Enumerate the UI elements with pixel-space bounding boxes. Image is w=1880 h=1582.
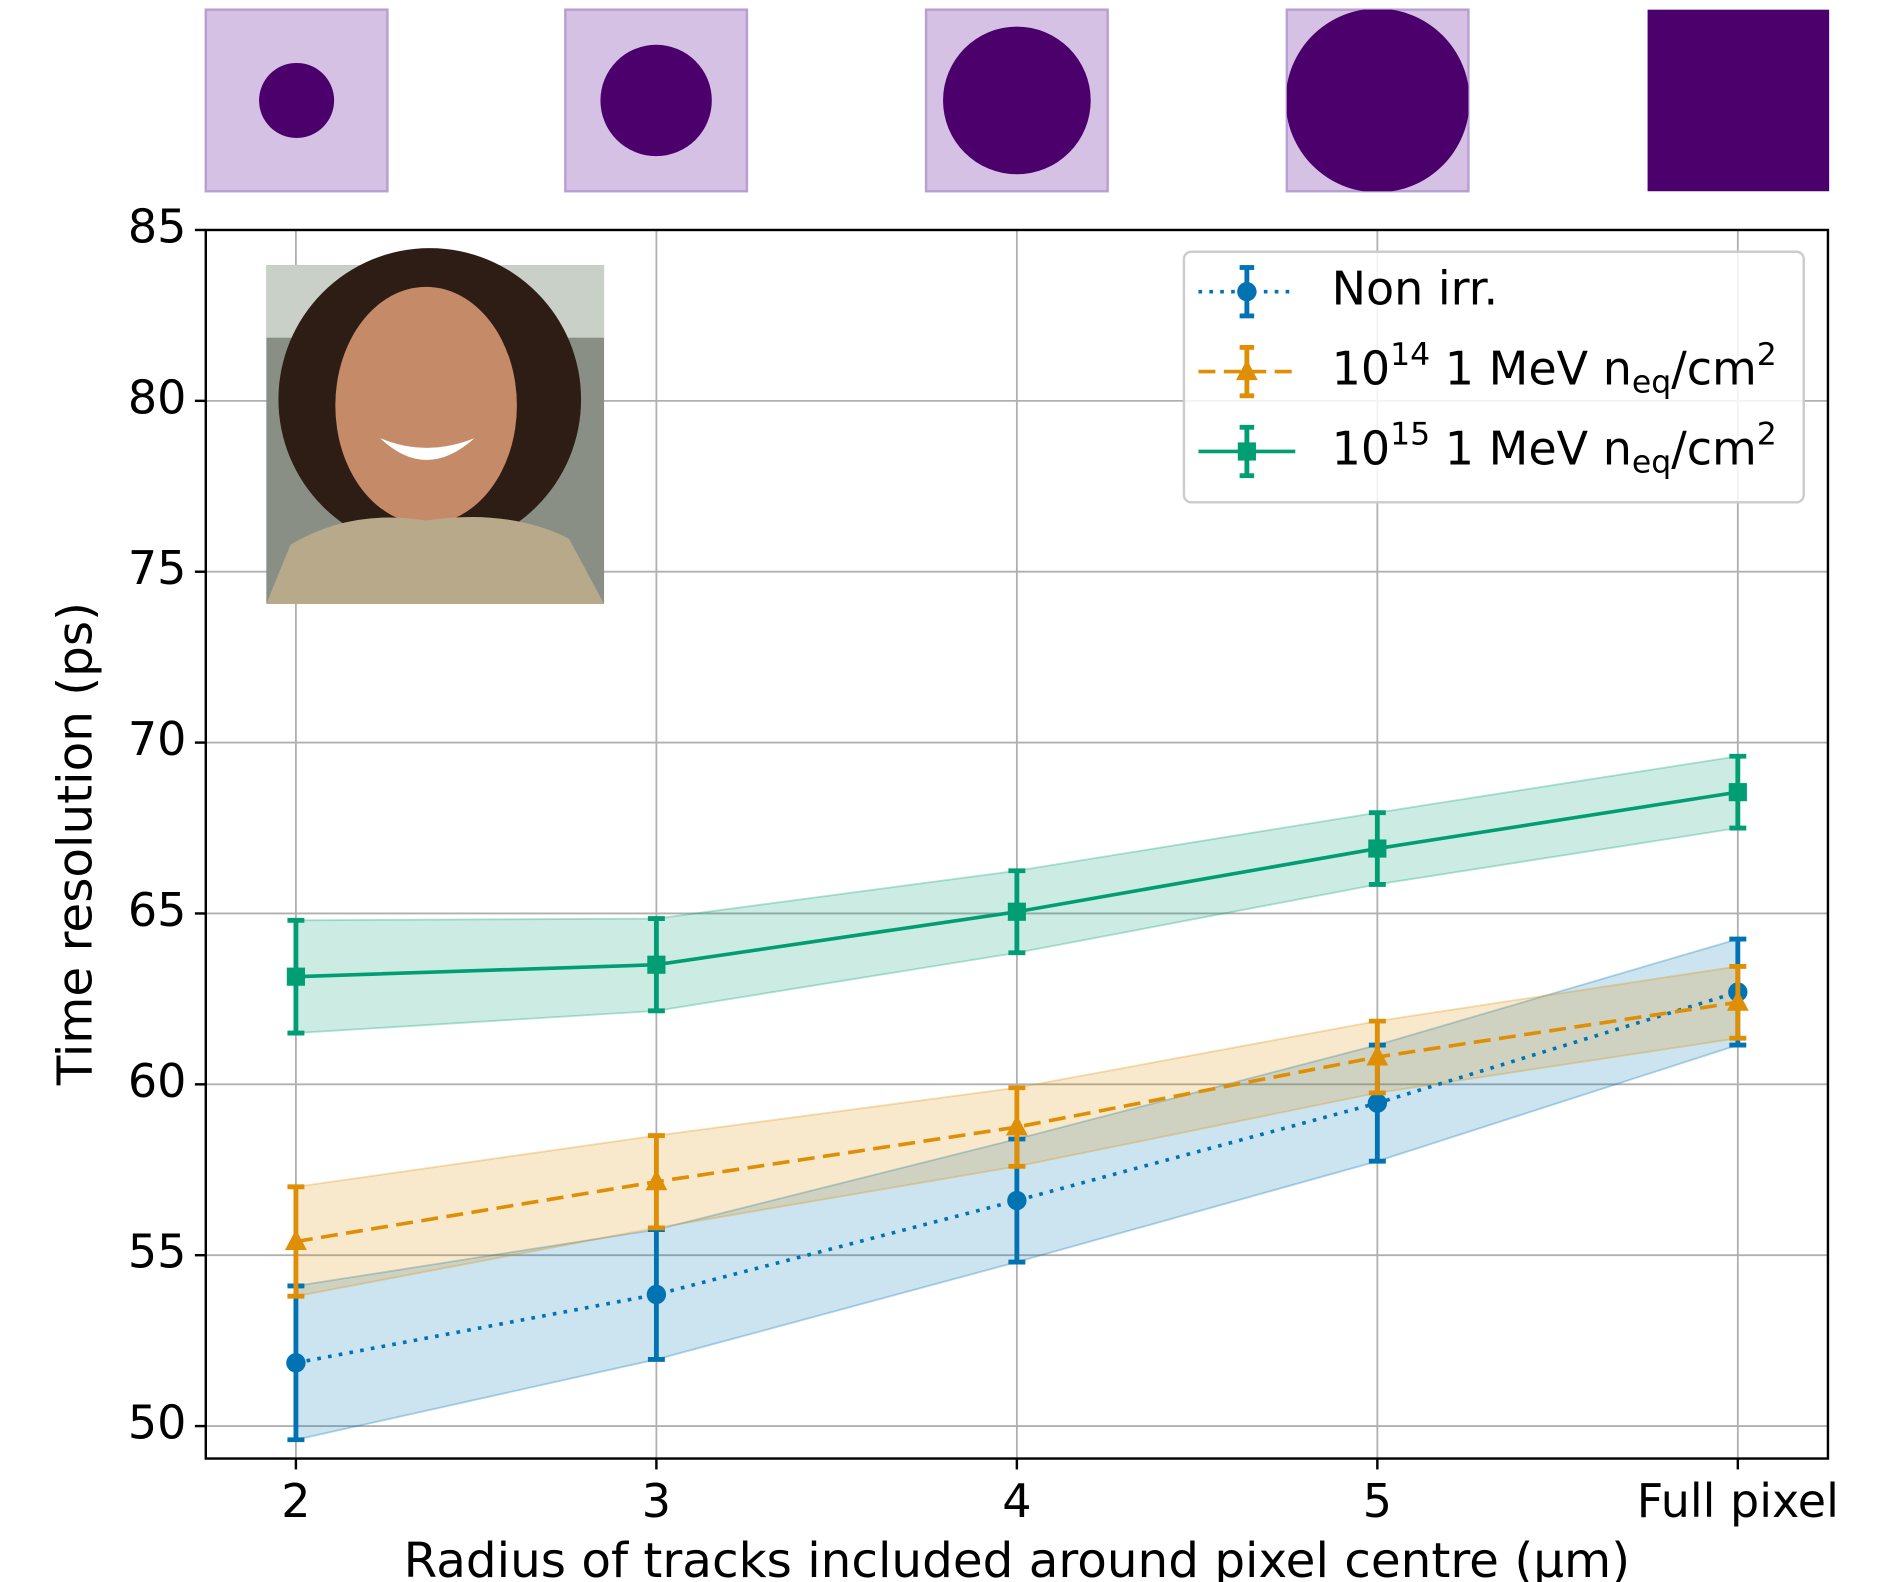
pixel-region (943, 27, 1091, 175)
pixel-region (259, 63, 334, 138)
legend-sub: eq (1632, 445, 1671, 481)
chart: Non irr.1014​ 1 MeV neq​/cm2​1015​ 1 MeV… (0, 0, 1880, 1582)
y-tick-label: 65 (128, 883, 187, 937)
legend-text: 1 MeV n (1430, 421, 1632, 475)
y-tick-label: 80 (128, 370, 187, 424)
legend-text: 10 (1332, 341, 1391, 395)
marker (1368, 1093, 1387, 1112)
x-tick-label: Full pixel (1637, 1474, 1839, 1528)
legend-sup: 2 (1757, 417, 1777, 453)
marker (1007, 1191, 1026, 1210)
pixel-region (600, 45, 711, 156)
marker (647, 956, 665, 974)
photo (266, 248, 604, 604)
photo-face (335, 287, 517, 524)
legend-sup: 14 (1390, 337, 1430, 373)
marker (1237, 282, 1256, 301)
y-tick-label: 85 (128, 199, 187, 253)
x-tick-label: 3 (642, 1474, 671, 1528)
marker (1008, 903, 1026, 921)
y-tick-label: 60 (128, 1054, 187, 1108)
legend-text: /cm (1671, 421, 1757, 475)
legend-text: 10 (1332, 421, 1391, 475)
x-tick-label: 2 (281, 1474, 310, 1528)
y-tick-label: 75 (128, 541, 187, 595)
marker (1368, 839, 1386, 857)
x-tick-label: 4 (1002, 1474, 1031, 1528)
marker (1238, 442, 1256, 460)
page: Non irr.1014​ 1 MeV neq​/cm2​1015​ 1 MeV… (0, 0, 1880, 1582)
legend-sup: 2 (1757, 337, 1777, 373)
pixel-illustrations (206, 8, 1829, 192)
y-tick-label: 70 (128, 712, 187, 766)
pixel-region (1648, 10, 1830, 192)
y-tick-label: 55 (128, 1225, 187, 1279)
marker (287, 968, 305, 986)
y-tick-label: 50 (128, 1396, 187, 1450)
marker (647, 1285, 666, 1304)
marker (1729, 783, 1747, 801)
legend-text: 1 MeV n (1430, 341, 1632, 395)
legend-sup: 15 (1390, 417, 1430, 453)
legend-text: Non irr. (1332, 261, 1498, 315)
pixel-region (1286, 8, 1470, 192)
x-axis-label: Radius of tracks included around pixel c… (404, 1533, 1630, 1582)
y-axis-label: Time resolution (ps) (48, 602, 104, 1086)
marker (286, 1353, 305, 1372)
legend: Non irr.1014​ 1 MeV neq​/cm2​1015​ 1 MeV… (1184, 252, 1804, 503)
x-tick-label: 5 (1363, 1474, 1392, 1528)
legend-sub: eq (1632, 365, 1671, 401)
legend-label: Non irr. (1332, 261, 1498, 315)
legend-text: /cm (1671, 341, 1757, 395)
